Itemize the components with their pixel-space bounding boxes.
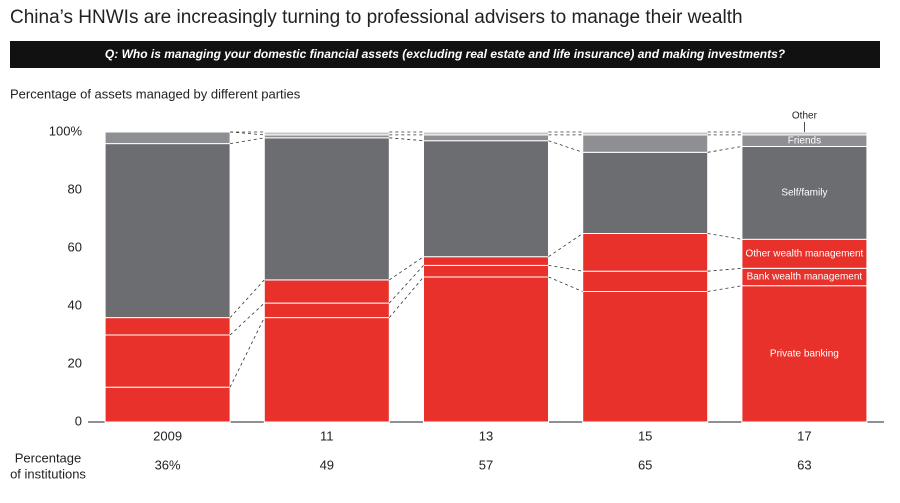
row-label: Percentage (15, 450, 82, 465)
segment-label: Bank wealth management (747, 272, 863, 283)
bar-segment (741, 238, 868, 269)
connector (548, 276, 583, 292)
bar-segment (104, 143, 231, 319)
bar-segment (263, 137, 390, 281)
bar-segment (423, 134, 549, 142)
institution-value: 63 (797, 457, 811, 472)
x-tick-label: 13 (479, 428, 493, 443)
connector (229, 317, 265, 388)
connector (548, 140, 583, 153)
bar-segment (104, 317, 231, 336)
connector (548, 265, 583, 272)
y-tick-label: 40 (68, 297, 82, 312)
connector (389, 256, 424, 281)
connector (707, 267, 742, 272)
connector (230, 137, 265, 144)
segment-label: Other (792, 111, 818, 122)
x-tick-label: 17 (797, 428, 811, 443)
connector (229, 302, 265, 336)
x-tick-label: 2009 (153, 428, 182, 443)
bar-segment (423, 140, 549, 258)
bar-segment (423, 264, 549, 278)
connector (707, 146, 742, 153)
bar-segment (582, 270, 709, 293)
institution-value: 65 (638, 457, 652, 472)
row-label: of institutions (10, 466, 86, 481)
segment-label: Friends (788, 135, 821, 146)
connector (388, 276, 424, 318)
connector (229, 279, 265, 318)
institution-value: 49 (320, 457, 334, 472)
bar-segment (741, 146, 868, 240)
bar-segment (582, 134, 709, 153)
x-tick-label: 11 (320, 428, 334, 443)
bar-segment (741, 285, 868, 423)
bar-segment (423, 256, 549, 266)
bar-segment (582, 131, 709, 136)
y-tick-label: 0 (75, 413, 82, 428)
y-tick-label: 20 (68, 355, 82, 370)
bar-segment (263, 131, 390, 136)
bar-segment (263, 302, 390, 319)
bar-segment (582, 233, 709, 272)
y-tick-label: 60 (68, 239, 82, 254)
bar-segment (582, 151, 709, 234)
institution-value: 57 (479, 457, 493, 472)
bar-segment (104, 334, 231, 388)
bar-segment (104, 131, 231, 145)
connector (707, 233, 742, 240)
bar-segment (582, 291, 709, 423)
bar-segment (263, 279, 390, 304)
segment-label: Self/family (781, 188, 827, 199)
bar-segment (104, 386, 231, 423)
x-tick-label: 15 (638, 428, 652, 443)
y-axis-title: Percentage of assets managed by differen… (10, 86, 301, 101)
connector (707, 285, 742, 292)
y-tick-label: 100% (49, 123, 83, 138)
y-tick-label: 80 (68, 181, 82, 196)
institution-value: 36% (155, 457, 181, 472)
connector (230, 131, 265, 136)
bar-segment (263, 317, 390, 423)
subtitle: Q: Who is managing your domestic financi… (105, 47, 786, 61)
connector (548, 233, 583, 258)
bar-segment (423, 276, 549, 423)
connector (389, 137, 424, 142)
segment-label: Other wealth management (745, 248, 863, 259)
bar-segment (423, 131, 549, 136)
subtitle-banner (10, 41, 880, 68)
connector (389, 265, 424, 304)
chart-title: China’s HNWIs are increasingly turning t… (10, 7, 743, 28)
segment-label: Private banking (770, 348, 839, 359)
